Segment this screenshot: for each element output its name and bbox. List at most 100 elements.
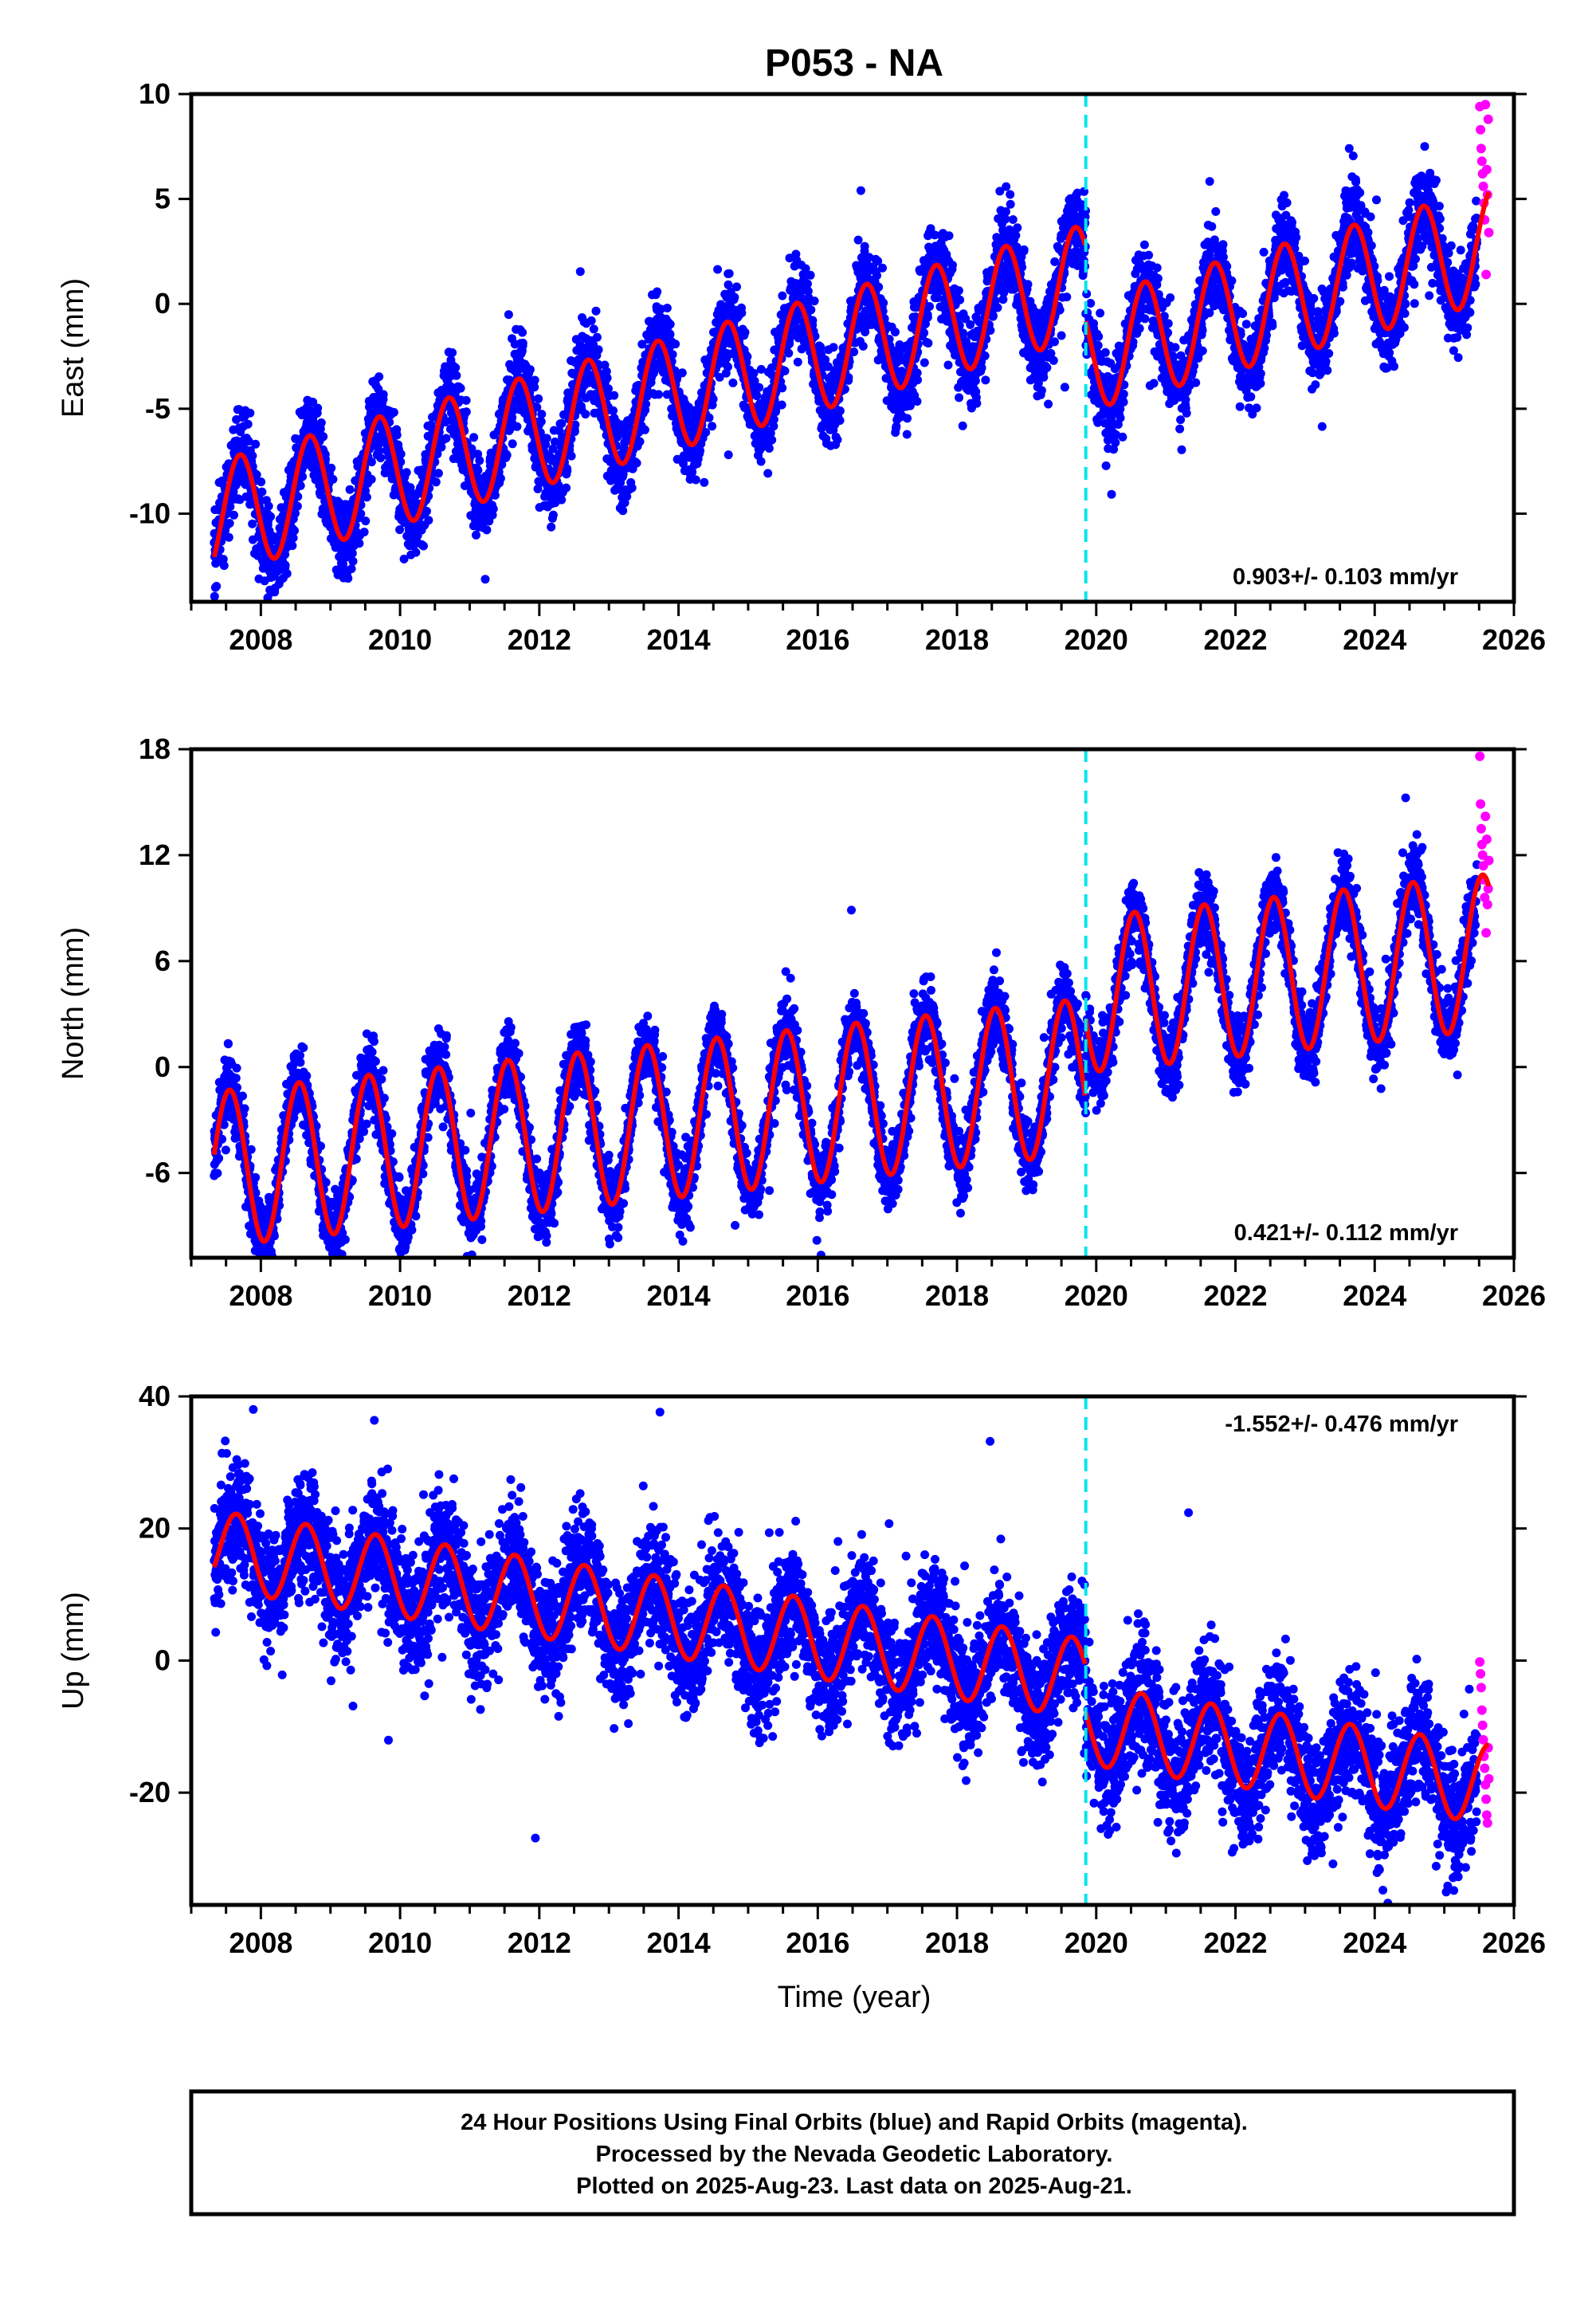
east-final-orbit-point (1166, 293, 1175, 302)
east-final-orbit-point (671, 340, 680, 349)
east-final-orbit-point (547, 522, 556, 532)
east-final-orbit-point (257, 477, 266, 487)
east-final-orbit-point (563, 466, 572, 476)
east-final-orbit-point (392, 430, 402, 440)
east-final-orbit-point (345, 485, 355, 494)
east-final-orbit-point (977, 363, 986, 373)
east-final-orbit-point (581, 410, 590, 419)
east-final-orbit-point (347, 564, 356, 574)
east-final-orbit-point (784, 348, 794, 358)
east-final-orbit-point (752, 391, 762, 401)
east-final-orbit-point (1094, 332, 1104, 341)
east-final-orbit-point (737, 308, 747, 318)
east-final-orbit-point (653, 287, 662, 296)
east-final-orbit-point (1049, 355, 1058, 365)
east-final-orbit-point (376, 454, 386, 462)
east-final-orbit-point (594, 345, 603, 355)
east-final-orbit-point (1111, 438, 1120, 447)
east-final-orbit-point (496, 473, 505, 483)
east-final-orbit-point (691, 475, 700, 485)
east-final-orbit-point (806, 270, 815, 280)
east-final-orbit-point (1002, 182, 1011, 191)
east-final-orbit-point (803, 279, 812, 289)
east-final-orbit-point (1119, 389, 1128, 399)
east-final-orbit-point (1182, 408, 1191, 418)
east-final-orbit-point (210, 591, 219, 601)
east-final-orbit-point (1181, 395, 1190, 405)
east-final-orbit-point (1149, 379, 1159, 388)
east-final-orbit-point (437, 442, 446, 452)
east-final-orbit-point (654, 390, 664, 399)
east-final-orbit-point (308, 398, 318, 406)
east-final-orbit-point (728, 378, 738, 387)
east-final-orbit-point (488, 505, 498, 513)
east-final-orbit-point (1042, 363, 1052, 372)
east-final-orbit-point (944, 231, 954, 241)
east-final-orbit-point (422, 506, 431, 516)
east-final-orbit-point (1023, 280, 1033, 289)
east-final-orbit-point (557, 495, 567, 505)
east-final-orbit-point (635, 437, 645, 446)
east-final-orbit-point (980, 351, 990, 360)
east-final-orbit-point (257, 487, 267, 497)
east-final-orbit-point (999, 288, 1009, 297)
east-final-orbit-point (665, 320, 675, 329)
east-final-orbit-point (475, 456, 484, 465)
east-final-orbit-point (219, 561, 229, 571)
east-final-orbit-point (1163, 319, 1173, 328)
east-final-orbit-point (1153, 273, 1163, 283)
east-final-orbit-point (1006, 199, 1015, 209)
east-final-orbit-point (778, 383, 787, 393)
east-final-orbit-point (248, 451, 257, 461)
east-final-orbit-point (835, 406, 845, 415)
east-final-orbit-point (348, 556, 358, 566)
east-final-orbit-point (347, 548, 357, 558)
east-final-orbit-point (431, 477, 441, 487)
east-final-orbit-point (923, 339, 933, 348)
east-final-orbit-point (424, 516, 433, 525)
east-final-orbit-point (575, 267, 585, 277)
east-final-orbit-point (399, 554, 409, 564)
east-final-orbit-point (518, 328, 527, 337)
east-final-orbit-point (461, 407, 471, 417)
east-final-orbit-point (1119, 398, 1128, 406)
east-final-orbit-point (925, 302, 935, 311)
east-final-orbit-point (419, 541, 428, 551)
east-final-orbit-point (767, 435, 777, 445)
east-final-orbit-point (755, 383, 764, 392)
east-final-orbit-point (668, 350, 677, 359)
east-final-orbit-point (833, 435, 842, 445)
east-final-orbit-point (586, 316, 596, 325)
east-final-orbit-point (1008, 215, 1018, 224)
east-final-orbit-point (700, 477, 709, 487)
east-final-orbit-point (1011, 230, 1021, 240)
east-final-orbit-point (298, 472, 308, 481)
east-final-orbit-point (610, 391, 619, 400)
east-final-orbit-point (508, 439, 517, 449)
east-final-orbit-point (1096, 308, 1105, 318)
east-final-orbit-point (1006, 190, 1015, 199)
east-final-orbit-point (472, 530, 480, 540)
east-final-orbit-point (433, 469, 443, 478)
east-final-orbit-point (903, 414, 912, 423)
east-final-orbit-point (504, 310, 513, 320)
east-final-orbit-point (225, 519, 234, 528)
east-final-orbit-point (806, 305, 816, 315)
east-final-orbit-point (1175, 424, 1185, 434)
east-final-orbit-point (763, 469, 773, 478)
east-final-orbit-point (567, 451, 576, 461)
east-final-orbit-point (395, 525, 405, 535)
east-final-orbit-point (229, 510, 238, 520)
east-final-orbit-point (618, 506, 628, 516)
east-final-orbit-point (512, 422, 522, 431)
east-final-orbit-point (448, 348, 457, 357)
east-final-orbit-point (856, 186, 865, 195)
east-final-orbit-point (361, 516, 371, 526)
east-final-orbit-point (374, 372, 384, 382)
east-final-orbit-point (328, 474, 338, 484)
east-final-orbit-point (1152, 263, 1162, 273)
east-final-orbit-point (778, 291, 787, 300)
east-final-orbit-point (218, 555, 228, 564)
east-final-orbit-point (677, 368, 687, 378)
